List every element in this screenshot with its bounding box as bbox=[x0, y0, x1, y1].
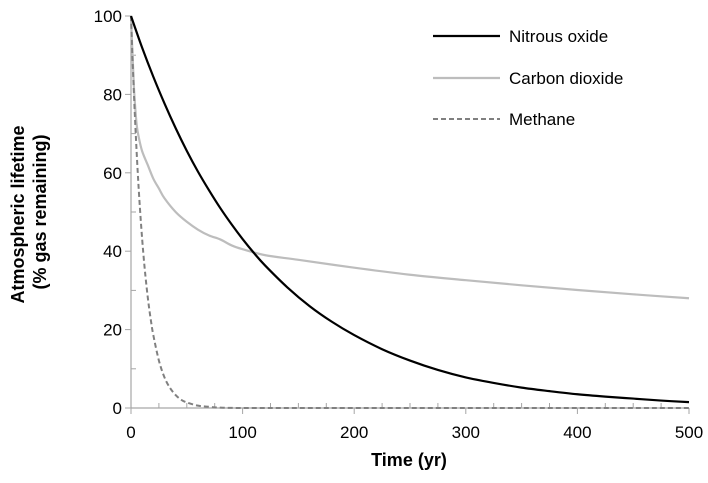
series-line-methane bbox=[130, 15, 689, 410]
axis-titles: Time (yr) Atmospheric lifetime (% gas re… bbox=[8, 120, 447, 470]
legend-label-nitrous-oxide: Nitrous oxide bbox=[509, 27, 608, 46]
x-tick-label: 400 bbox=[563, 423, 591, 442]
legend-label-carbon-dioxide: Carbon dioxide bbox=[509, 69, 623, 88]
legend: Nitrous oxide Carbon dioxide Methane bbox=[433, 27, 623, 129]
y-axis-title-line-2: (% gas remaining) bbox=[30, 134, 50, 289]
series-line-nitrous-oxide bbox=[129, 15, 690, 404]
series-line-carbon-dioxide bbox=[129, 15, 690, 300]
x-tick-label: 200 bbox=[340, 423, 368, 442]
y-axis-title-line-1: Atmospheric lifetime bbox=[8, 125, 28, 303]
y-tick-label: 80 bbox=[103, 85, 122, 104]
x-tick-label: 500 bbox=[675, 423, 703, 442]
y-axis-title: Atmospheric lifetime (% gas remaining) bbox=[8, 120, 50, 303]
y-tick-label: 20 bbox=[103, 321, 122, 340]
y-tick-label: 100 bbox=[94, 7, 122, 26]
series-layer bbox=[129, 15, 690, 410]
x-tick-label: 100 bbox=[228, 423, 256, 442]
legend-label-methane: Methane bbox=[509, 110, 575, 129]
y-tick-label: 40 bbox=[103, 242, 122, 261]
y-tick-label: 60 bbox=[103, 164, 122, 183]
x-axis-title: Time (yr) bbox=[371, 450, 447, 470]
y-tick-label: 0 bbox=[113, 399, 122, 418]
x-tick-label: 300 bbox=[452, 423, 480, 442]
x-tick-label: 0 bbox=[126, 423, 135, 442]
